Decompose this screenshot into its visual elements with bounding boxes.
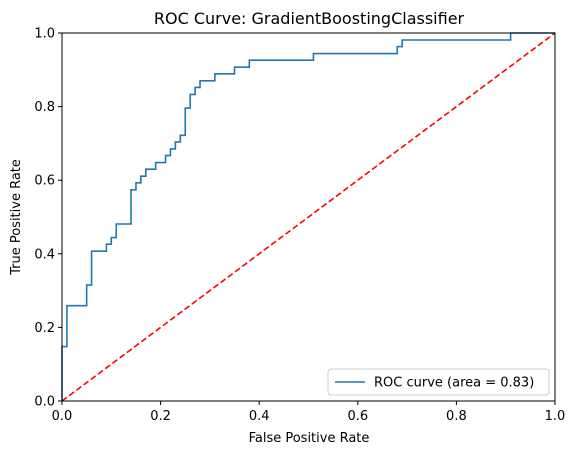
legend-box xyxy=(327,368,550,396)
x-tick-label: 0.8 xyxy=(446,409,467,424)
y-tick-label: 0.0 xyxy=(34,395,55,410)
y-tick-label: 0.2 xyxy=(34,321,55,336)
legend-label-roc-curve: ROC curve (area = 0.83) xyxy=(374,376,534,391)
y-tick-label: 1.0 xyxy=(34,27,55,42)
x-tick-label: 0.4 xyxy=(249,409,270,424)
y-tick-label: 0.6 xyxy=(34,174,55,189)
diagonal-reference-line xyxy=(61,32,556,402)
y-tick-label: 0.8 xyxy=(34,100,55,115)
legend: ROC curve (area = 0.83) xyxy=(327,368,550,396)
y-axis-title: True Positive Rate xyxy=(9,159,24,276)
x-tick-label: 0.2 xyxy=(150,409,171,424)
y-axis-ticks: 0.0 0.2 0.4 0.6 0.8 1.0 xyxy=(34,27,62,410)
x-axis-ticks: 0.0 0.2 0.4 0.6 0.8 1.0 xyxy=(52,401,566,424)
x-tick-label: 1.0 xyxy=(545,409,566,424)
plot-area xyxy=(61,32,556,402)
chart-title: ROC Curve: GradientBoostingClassifier xyxy=(154,9,465,28)
y-tick-label: 0.4 xyxy=(34,247,55,262)
x-tick-label: 0.0 xyxy=(52,409,73,424)
series-layer xyxy=(61,32,556,402)
x-axis-title: False Positive Rate xyxy=(249,431,370,446)
plot-frame xyxy=(61,32,556,402)
x-tick-label: 0.6 xyxy=(347,409,368,424)
roc-curve-line xyxy=(61,32,555,401)
